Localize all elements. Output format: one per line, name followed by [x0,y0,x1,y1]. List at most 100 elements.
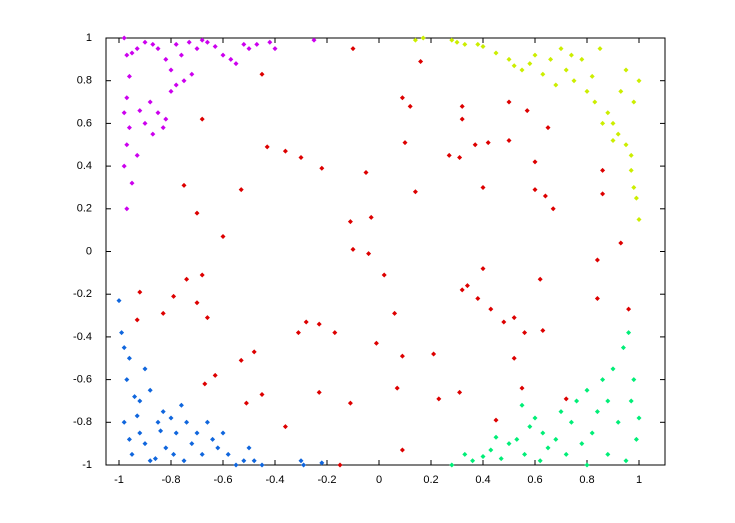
data-point [121,110,127,116]
data-point [594,409,600,415]
data-point [540,430,546,436]
data-point [251,349,257,355]
data-point [527,61,533,67]
data-point [121,35,127,41]
data-point [548,56,554,62]
data-point [506,56,512,62]
data-point [173,41,179,47]
data-point [189,71,195,77]
data-point [600,120,606,126]
y-tick-label: -0.2 [73,288,92,300]
data-point [150,131,156,137]
data-point [155,110,161,116]
data-point [457,389,463,395]
data-point [626,330,632,336]
y-tick-label: 0.6 [77,117,92,129]
data-point [129,451,135,457]
data-point [488,306,494,312]
data-point [215,445,221,451]
data-point [129,180,135,186]
data-point [545,125,551,131]
data-point [350,46,356,52]
data-point [449,462,455,468]
data-point [181,458,187,464]
data-point [311,37,317,43]
data-point [126,355,132,361]
data-point [594,257,600,263]
data-point [488,447,494,453]
data-point [506,441,512,447]
data-point [464,283,470,289]
data-point [150,41,156,47]
data-point [420,35,426,41]
data-point [259,462,265,468]
data-point [134,413,140,419]
data-point [142,441,148,447]
data-point [485,140,491,146]
data-point [142,366,148,372]
data-point [158,428,164,434]
data-point [600,191,606,197]
data-point [316,321,322,327]
data-point [418,58,424,64]
data-point [295,330,301,336]
data-point [589,73,595,79]
data-point [558,46,564,52]
data-point [204,315,210,321]
data-point [155,419,161,425]
data-point [121,163,127,169]
data-point [210,436,216,442]
data-point [524,108,530,114]
data-point [319,165,325,171]
data-point [514,436,520,442]
x-tick-label: 0.2 [423,474,438,486]
data-point [628,167,634,173]
data-point [399,353,405,359]
data-point [243,400,249,406]
data-point [480,184,486,190]
data-point [600,167,606,173]
data-point [220,52,226,58]
data-point [631,184,637,190]
data-point [618,240,624,246]
y-tick-label: -0.8 [73,416,92,428]
data-point [301,462,307,468]
data-point [623,142,629,148]
plot-frame [105,37,666,466]
data-point [246,445,252,451]
data-point [124,206,130,212]
data-point [615,419,621,425]
data-point [527,424,533,430]
data-point [399,95,405,101]
data-point [618,88,624,94]
x-tick-label: -1 [114,474,124,486]
data-point [459,103,465,109]
data-point [631,99,637,105]
data-point [267,39,273,45]
data-point [623,67,629,73]
data-point [628,152,634,158]
data-point [462,451,468,457]
data-point [126,125,132,131]
data-point [212,372,218,378]
data-point [605,110,611,116]
data-point [347,400,353,406]
data-point [493,434,499,440]
y-tick-label: -1 [82,459,92,471]
data-point [511,63,517,69]
data-point [171,293,177,299]
data-point [545,445,551,451]
data-point [126,73,132,79]
data-point [319,460,325,466]
data-point [134,317,140,323]
data-point [636,415,642,421]
data-point [132,394,138,400]
data-point [431,351,437,357]
data-point [600,377,606,383]
data-point [519,385,525,391]
data-point [506,137,512,143]
data-point [436,396,442,402]
data-point [480,266,486,272]
